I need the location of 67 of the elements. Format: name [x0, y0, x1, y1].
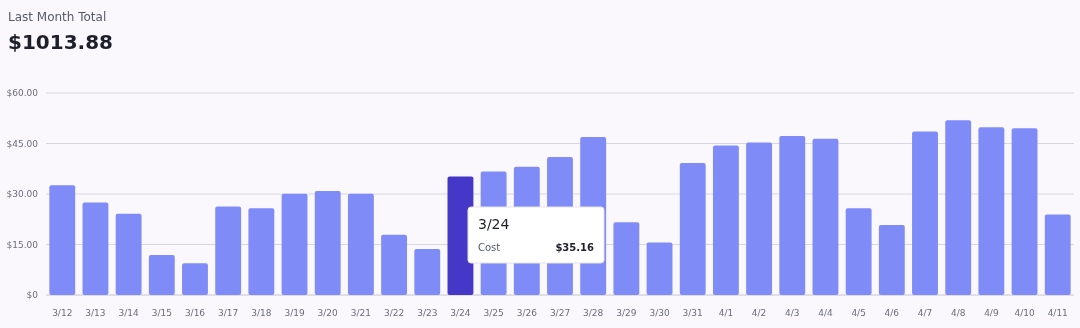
x-tick-label: 3/21: [350, 308, 372, 318]
bar: [878, 224, 905, 295]
bar: [82, 202, 109, 295]
bar: [812, 138, 839, 295]
bar: [845, 208, 872, 295]
x-tick-label: 3/26: [516, 308, 538, 318]
x-tick-label: 4/1: [718, 308, 734, 318]
x-tick-label: 4/3: [785, 308, 800, 318]
x-tick-label: 4/5: [851, 308, 866, 318]
bar: [712, 145, 739, 295]
annotation: Cost: [478, 242, 501, 253]
chart-title: Last Month Total: [8, 10, 107, 24]
x-tick-label: 3/14: [118, 308, 139, 318]
x-tick-label: 4/11: [1047, 308, 1068, 318]
bar: [779, 136, 806, 295]
x-tick-label: 3/31: [682, 308, 703, 318]
bar: [978, 127, 1005, 295]
x-tick-label: 4/7: [917, 308, 933, 318]
y-tick-label: $45.00: [6, 138, 39, 149]
bar: [679, 163, 706, 295]
x-tick-label: 3/25: [483, 308, 504, 318]
x-tick-label: 3/22: [383, 308, 405, 318]
bar: [1011, 128, 1038, 295]
x-tick-label: 3/15: [151, 308, 172, 318]
bar: [49, 185, 76, 295]
bar: [414, 248, 441, 295]
bar: [945, 120, 972, 295]
x-tick-label: 3/27: [549, 308, 571, 318]
y-tick-label: $0: [26, 290, 39, 301]
y-tick-label: $15.00: [6, 239, 39, 250]
x-tick-label: 3/20: [317, 308, 339, 318]
x-tick-label: 3/12: [52, 308, 73, 318]
x-tick-label: 4/8: [950, 308, 966, 318]
bar: [613, 222, 640, 295]
bar: [314, 190, 341, 295]
x-tick-label: 4/6: [884, 308, 900, 318]
x-tick-label: 3/30: [649, 308, 670, 318]
bar: [215, 206, 242, 295]
bar: [248, 208, 275, 295]
bar: [646, 242, 673, 295]
chart-subtitle: $1013.88: [8, 30, 114, 54]
x-tick-label: 3/19: [284, 308, 305, 318]
bar: [115, 213, 142, 295]
bar: [281, 193, 308, 295]
bar: [381, 234, 408, 295]
x-tick-label: 4/10: [1014, 308, 1035, 318]
annotation: $35.16: [555, 242, 595, 253]
x-tick-label: 3/23: [417, 308, 438, 318]
annotation: 3/24: [478, 216, 510, 232]
x-tick-label: 3/24: [450, 308, 471, 318]
x-tick-label: 4/2: [751, 308, 767, 318]
x-tick-label: 3/18: [251, 308, 272, 318]
bar: [912, 131, 938, 295]
y-tick-label: $60.00: [6, 88, 39, 99]
bar: [1044, 214, 1071, 295]
bar: [746, 142, 773, 295]
bar: [347, 193, 374, 295]
x-tick-label: 3/28: [583, 308, 604, 318]
x-tick-label: 4/4: [818, 308, 833, 318]
x-tick-label: 4/9: [984, 308, 999, 318]
bar: [182, 263, 208, 295]
x-tick-label: 3/29: [616, 308, 637, 318]
y-tick-label: $30.00: [6, 189, 39, 200]
x-tick-label: 3/17: [218, 308, 239, 318]
bar: [148, 254, 175, 295]
x-tick-label: 3/13: [85, 308, 106, 318]
x-tick-label: 3/16: [184, 308, 206, 318]
